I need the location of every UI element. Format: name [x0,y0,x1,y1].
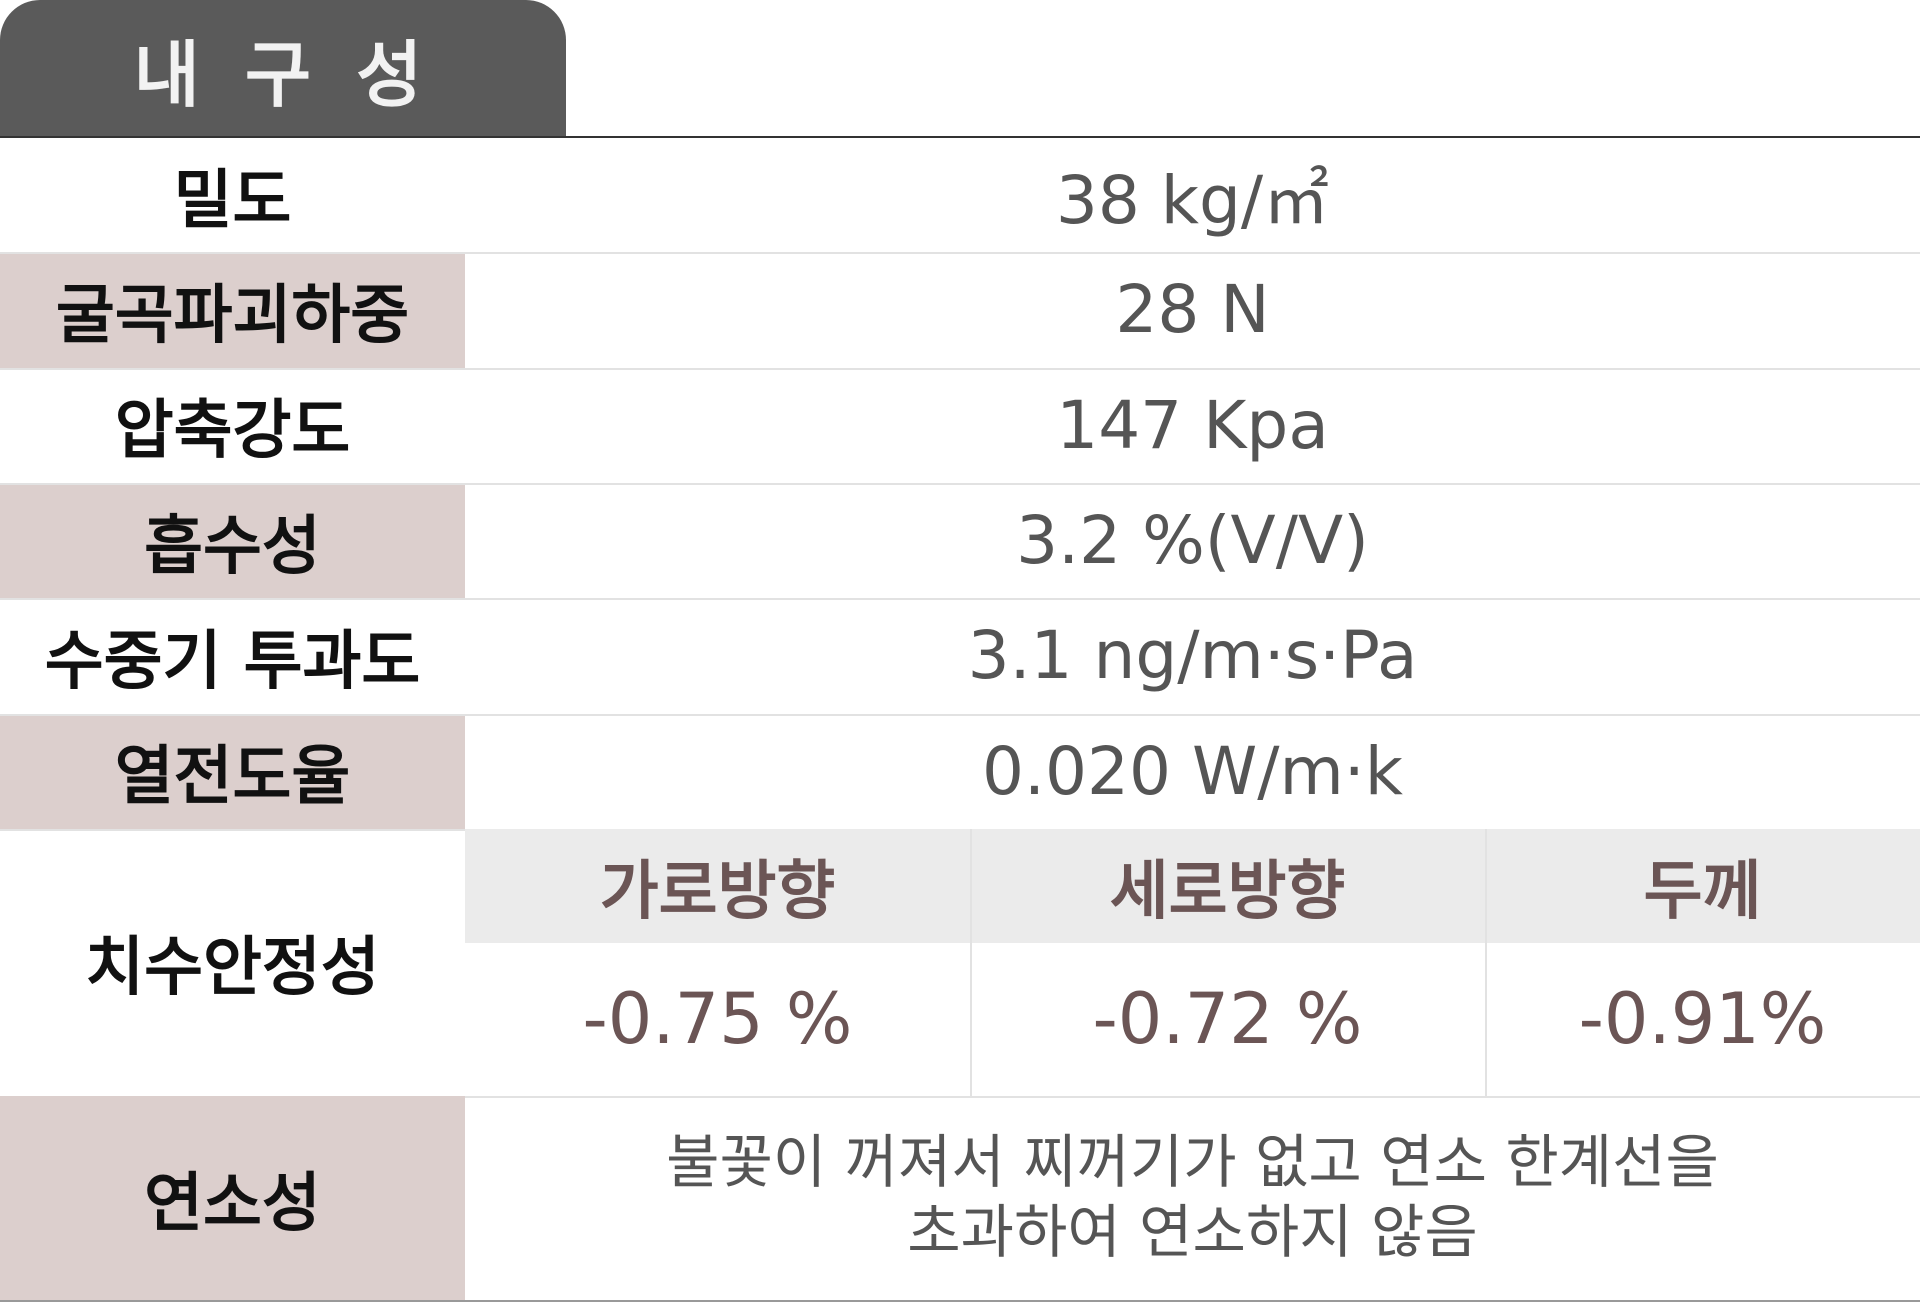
value-line: 불꽃이 꺼져서 찌꺼기가 없고 연소 한계선을 [666,1128,1719,1197]
row-label: 밀도 [173,163,292,238]
row-value: 0.020 W/m·k [982,732,1403,810]
row-value: 28 N [1115,271,1270,349]
divider [0,482,1920,485]
row-value: 147 Kpa [1056,386,1329,464]
divider [0,136,1920,138]
row-value: 3.1 ng/m·s·Pa [967,617,1418,695]
section-title: 내 구 성 [0,0,566,137]
divider [0,367,1920,370]
sub-value: -0.91% [1578,978,1827,1061]
row-label: 수중기 투과도 [44,624,421,699]
sub-value: -0.75 % [582,978,853,1061]
divider [0,598,1920,601]
column-divider [1485,828,1487,1096]
sub-header: 세로방향 [970,828,1485,943]
row-value: 불꽃이 꺼져서 찌꺼기가 없고 연소 한계선을 초과하여 연소하지 않음 [465,1096,1920,1300]
divider [0,1095,1920,1098]
row-label: 압축강도 [114,394,351,469]
sub-value: -0.72 % [1092,978,1363,1061]
sub-header: 가로방향 [465,828,970,943]
value-line: 초과하여 연소하지 않음 [907,1197,1478,1266]
divider [0,713,1920,716]
row-label: 연소성 [0,1095,465,1300]
row-label: 열전도율 [0,713,465,829]
row-label: 굴곡파괴하중 [0,252,465,368]
divider [0,252,1920,255]
column-divider [970,828,972,1096]
row-value: 38 kg/㎡ [1055,161,1330,239]
row-label: 흡수성 [0,482,465,599]
row-value: 3.2 %(V/V) [1016,502,1369,580]
divider [0,1300,1920,1302]
row-label: 치수안정성 [85,931,380,1006]
sub-header: 두께 [1485,828,1920,943]
